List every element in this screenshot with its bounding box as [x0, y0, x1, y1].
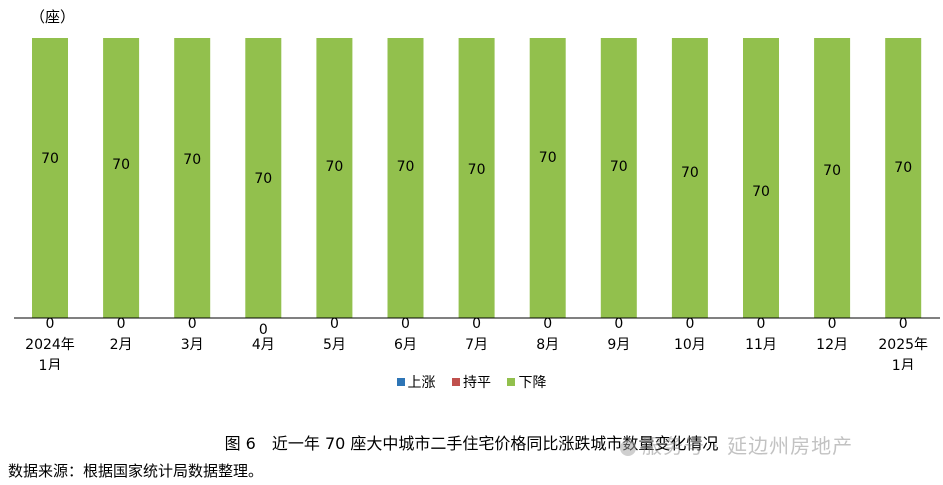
bar-下降-10	[743, 38, 779, 318]
value-label-fall-4: 70	[325, 159, 343, 175]
bar-下降-3	[245, 38, 282, 318]
x-tick-label-1-0: 2月	[110, 337, 133, 353]
legend-swatch-fall	[507, 378, 516, 386]
x-tick-label-0-0: 2024年	[25, 337, 75, 353]
x-tick-label-5-0: 6月	[394, 337, 417, 353]
x-tick-label-3-0: 4月	[252, 337, 275, 353]
bars-group	[32, 38, 922, 318]
value-label-rise-5: 0	[401, 316, 410, 332]
bar-下降-1	[103, 38, 140, 318]
bar-下降-2	[174, 38, 211, 318]
bar-下降-0	[32, 38, 68, 318]
value-label-rise-12: 0	[899, 316, 908, 332]
x-tick-label-7-0: 8月	[536, 337, 559, 353]
bar-下降-7	[529, 38, 566, 318]
legend-swatch-flat	[452, 378, 460, 386]
x-tick-label-9-0: 10月	[674, 337, 706, 353]
value-label-rise-4: 0	[330, 316, 339, 332]
value-label-rise-1: 0	[117, 316, 126, 332]
value-label-rise-3: 0	[259, 322, 268, 338]
legend: 上涨 持平 下降	[0, 372, 943, 392]
watermark: 服务号 · 延边州房地产	[620, 430, 853, 459]
value-label-fall-0: 70	[41, 151, 59, 167]
value-label-fall-6: 70	[468, 162, 486, 178]
data-source-note: 数据来源：根据国家统计局数据整理。	[8, 462, 264, 480]
value-label-rise-9: 0	[685, 316, 694, 332]
x-tick-label-0-1: 1月	[39, 358, 62, 370]
x-tick-label-8-0: 9月	[607, 337, 630, 353]
wechat-icon	[620, 439, 636, 456]
legend-item-rise: 上涨	[396, 372, 436, 392]
value-label-fall-10: 70	[752, 184, 770, 200]
value-label-fall-8: 70	[610, 159, 628, 175]
value-label-rise-7: 0	[543, 316, 552, 332]
value-label-rise-10: 0	[757, 316, 766, 332]
watermark-text: 服务号 · 延边州房地产	[642, 434, 854, 458]
x-tick-label-12-1: 1月	[892, 358, 915, 370]
bar-下降-11	[814, 38, 851, 318]
legend-swatch-rise	[396, 378, 405, 386]
bar-下降-6	[458, 38, 495, 318]
value-label-rise-11: 0	[828, 316, 837, 332]
value-label-rise-8: 0	[614, 316, 623, 332]
legend-item-fall: 下降	[507, 372, 546, 392]
legend-item-flat: 持平	[452, 372, 491, 392]
figure-caption: 图 6 近一年 70 座大中城市二手住宅价格同比涨跌城市数量变化情况	[224, 434, 719, 453]
value-label-rise-0: 0	[46, 316, 55, 332]
value-label-fall-5: 70	[397, 159, 415, 175]
value-label-fall-3: 70	[254, 171, 272, 187]
bar-下降-5	[387, 38, 424, 318]
bar-下降-12	[885, 38, 922, 318]
bar-下降-9	[671, 38, 708, 318]
x-tick-label-6-0: 7月	[465, 337, 488, 353]
value-labels-group: 70 0 70 0 70 0 70 0 70 0 70 0 70 0 70 0 70 0 70 0 70 0 70 0 70 0	[41, 150, 912, 338]
legend-label-flat: 持平	[463, 375, 491, 391]
value-label-fall-1: 70	[112, 157, 130, 173]
value-label-fall-2: 70	[183, 152, 201, 168]
bar-下降-4	[316, 38, 353, 318]
x-tick-label-11-0: 12月	[816, 337, 848, 353]
legend-label-rise: 上涨	[407, 375, 436, 391]
value-label-fall-12: 70	[894, 160, 912, 176]
value-label-fall-7: 70	[539, 150, 557, 166]
x-tick-label-12-0: 2025年	[878, 337, 928, 353]
x-tick-label-4-0: 5月	[323, 337, 346, 353]
value-label-rise-2: 0	[188, 316, 197, 332]
value-label-fall-11: 70	[823, 163, 841, 179]
value-label-rise-6: 0	[472, 316, 481, 332]
y-unit-label: （座）	[30, 8, 76, 26]
x-tick-labels-group: 2024年 1月 2月 3月 4月 5月 6月 7月 8月 9月 10月 11月 12月 2025年 1月	[25, 337, 928, 370]
legend-label-fall: 下降	[518, 375, 547, 391]
x-tick-label-10-0: 11月	[745, 337, 777, 353]
value-label-fall-9: 70	[681, 165, 699, 181]
bar-下降-8	[600, 38, 637, 318]
x-tick-label-2-0: 3月	[181, 337, 204, 353]
bar-chart: 700700700700700700700700700700700700700 …	[14, 38, 940, 370]
